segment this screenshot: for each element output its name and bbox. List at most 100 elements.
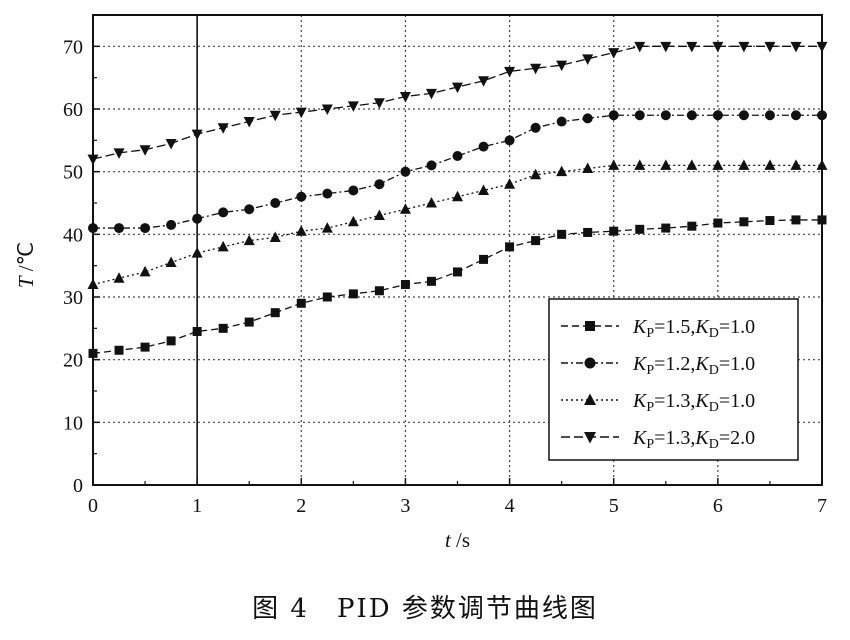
data-point: [790, 159, 802, 170]
data-point: [243, 234, 255, 246]
y-axis-unit: /℃: [14, 242, 38, 277]
x-tick-label: 1: [192, 495, 202, 517]
data-point: [712, 110, 723, 121]
data-point: [556, 116, 567, 127]
data-point: [686, 110, 697, 121]
data-point: [166, 336, 176, 346]
data-point: [453, 267, 462, 277]
figure-caption: 图 4 PID 参数调节曲线图: [252, 594, 598, 624]
data-point: [296, 298, 306, 308]
data-point: [400, 166, 411, 177]
data-point: [557, 229, 567, 239]
data-point: [504, 178, 516, 189]
data-point: [531, 236, 541, 246]
data-point: [634, 159, 646, 170]
data-point: [191, 129, 203, 141]
data-point: [635, 224, 645, 234]
data-point: [295, 225, 307, 236]
data-point: [192, 326, 202, 336]
series-group: [87, 41, 828, 358]
data-point: [609, 226, 619, 236]
data-point: [165, 256, 177, 268]
data-point: [114, 345, 124, 355]
data-point: [244, 204, 255, 215]
data-point: [608, 110, 619, 121]
data-point: [764, 110, 775, 121]
data-point: [347, 215, 359, 227]
data-point: [764, 41, 776, 53]
data-point: [218, 323, 228, 333]
legend-swatch-marker: [584, 432, 596, 444]
data-point: [269, 231, 281, 242]
data-point: [400, 279, 410, 289]
x-tick-label: 4: [505, 495, 515, 517]
data-point: [661, 223, 671, 233]
data-point: [321, 104, 333, 115]
data-point: [686, 159, 698, 170]
data-point: [295, 107, 307, 119]
data-point: [790, 41, 802, 53]
data-point: [347, 101, 359, 112]
data-point: [452, 151, 463, 161]
data-point: [373, 98, 385, 109]
series-line: [92, 164, 822, 286]
x-tick-label: 7: [817, 495, 827, 517]
data-point: [582, 54, 594, 65]
y-axis-var: T: [14, 275, 38, 288]
legend-label: KP=1.2,KD=1.0: [632, 353, 755, 378]
x-tick-label: 2: [296, 495, 306, 517]
legend-label: KP=1.3,KD=1.0: [632, 390, 755, 415]
y-tick-label: 10: [63, 412, 83, 434]
data-point: [348, 289, 358, 299]
data-point: [530, 168, 542, 180]
legend-swatch-marker: [584, 357, 596, 369]
data-point: [322, 188, 333, 199]
series-line: [92, 45, 822, 160]
data-point: [243, 117, 255, 128]
y-tick-label: 60: [63, 99, 83, 121]
x-axis-var: t: [445, 528, 452, 552]
data-point: [374, 286, 384, 296]
data-point: [399, 203, 411, 214]
data-point: [348, 185, 359, 196]
legend-entry-2: KP=1.2,KD=1.0: [561, 353, 755, 378]
y-tick-label: 70: [63, 36, 83, 58]
data-point: [634, 110, 645, 121]
series-2: [88, 110, 827, 234]
data-point: [556, 165, 568, 177]
data-point: [791, 215, 801, 225]
data-point: [713, 218, 723, 228]
legend-swatch-marker: [585, 321, 595, 331]
data-point: [270, 308, 280, 318]
y-tick-label: 30: [63, 287, 83, 309]
data-point: [270, 198, 281, 208]
data-point: [739, 217, 749, 227]
series-line: [93, 114, 822, 229]
data-point: [530, 122, 541, 133]
data-point: [608, 48, 620, 59]
data-point: [738, 159, 750, 170]
data-point: [373, 209, 385, 221]
data-point: [113, 272, 125, 283]
data-point: [217, 123, 229, 134]
data-point: [244, 317, 254, 327]
data-point: [140, 342, 150, 352]
data-point: [660, 110, 671, 121]
data-point: [504, 66, 516, 78]
data-point: [608, 159, 620, 170]
legend-entry-1: KP=1.5,KD=1.0: [561, 316, 755, 341]
data-point: [660, 41, 672, 53]
y-tick-label: 40: [63, 224, 83, 246]
data-point: [374, 179, 385, 190]
series-4: [87, 41, 828, 166]
data-point: [504, 135, 515, 146]
legend-label: KP=1.5,KD=1.0: [632, 316, 755, 341]
legend-label: KP=1.3,KD=2.0: [632, 427, 755, 452]
data-point: [582, 162, 594, 174]
data-point: [165, 138, 177, 150]
data-point: [192, 213, 203, 224]
data-point: [426, 160, 437, 171]
data-point: [790, 110, 801, 121]
x-axis-unit: /s: [451, 528, 470, 552]
